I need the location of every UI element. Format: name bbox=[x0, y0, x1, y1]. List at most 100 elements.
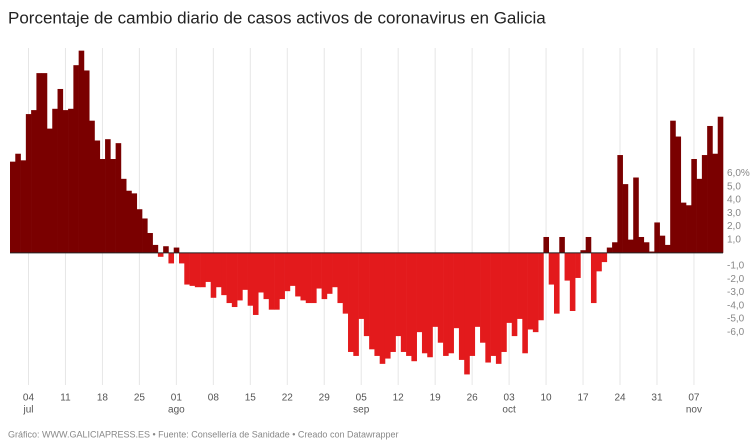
bar bbox=[194, 252, 201, 288]
bar bbox=[664, 244, 671, 253]
bar bbox=[686, 205, 692, 253]
bar bbox=[643, 242, 650, 253]
bar bbox=[506, 252, 513, 323]
bar bbox=[10, 161, 16, 253]
bar bbox=[62, 110, 69, 253]
bar bbox=[421, 252, 428, 354]
bar bbox=[416, 252, 423, 333]
bar bbox=[326, 252, 333, 294]
y-tick-label: -4,0 bbox=[727, 300, 745, 311]
bar bbox=[157, 252, 164, 257]
bar bbox=[400, 252, 407, 352]
bar bbox=[173, 247, 180, 253]
bar bbox=[83, 70, 90, 253]
bar bbox=[332, 252, 338, 288]
x-tick-label: 24 bbox=[614, 393, 626, 404]
bar bbox=[617, 155, 623, 253]
bar bbox=[379, 252, 386, 364]
bar bbox=[99, 159, 106, 253]
y-tick-label: 4,0 bbox=[727, 195, 741, 206]
x-tick-label: 17 bbox=[577, 393, 589, 404]
bar bbox=[384, 252, 391, 359]
bar bbox=[680, 202, 687, 253]
bar bbox=[369, 252, 375, 350]
bar bbox=[300, 252, 307, 301]
bar bbox=[36, 73, 42, 253]
bar bbox=[485, 252, 491, 363]
bar bbox=[464, 252, 470, 375]
bar bbox=[126, 190, 132, 253]
bar bbox=[596, 252, 602, 272]
bar bbox=[263, 252, 270, 300]
bar bbox=[163, 246, 169, 253]
bar bbox=[289, 252, 296, 286]
bar bbox=[675, 136, 682, 253]
bar bbox=[200, 252, 206, 288]
bar bbox=[622, 184, 629, 253]
bar bbox=[247, 252, 254, 306]
y-tick-label: 3,0 bbox=[727, 208, 741, 219]
bar bbox=[110, 159, 116, 253]
bar bbox=[411, 252, 417, 362]
bar bbox=[559, 236, 565, 253]
bar bbox=[601, 252, 608, 263]
bar bbox=[437, 252, 444, 343]
x-tick-label: 01 bbox=[171, 393, 183, 404]
y-tick-label: -5,0 bbox=[727, 314, 745, 325]
x-month-label: sep bbox=[353, 405, 370, 416]
y-tick-label: 1,0 bbox=[727, 234, 741, 245]
bar bbox=[15, 153, 21, 253]
bar bbox=[712, 153, 719, 253]
y-tick-label: 2,0 bbox=[727, 221, 741, 232]
bar bbox=[696, 178, 703, 253]
bar bbox=[284, 252, 291, 292]
bar bbox=[142, 218, 148, 253]
bar bbox=[115, 143, 122, 253]
bar bbox=[231, 252, 238, 308]
bar bbox=[363, 252, 370, 337]
x-tick-label: 05 bbox=[356, 393, 368, 404]
bar bbox=[94, 140, 101, 253]
bar bbox=[612, 242, 618, 253]
x-month-label: nov bbox=[686, 405, 702, 416]
bar bbox=[305, 252, 312, 304]
x-tick-label: 29 bbox=[319, 393, 331, 404]
bar bbox=[184, 252, 190, 285]
bar bbox=[701, 155, 708, 253]
bar bbox=[41, 73, 48, 253]
bar bbox=[490, 252, 497, 356]
y-tick-label: -3,0 bbox=[727, 287, 745, 298]
bar bbox=[538, 252, 544, 321]
bar bbox=[427, 252, 433, 358]
x-tick-label: 31 bbox=[651, 393, 663, 404]
bar bbox=[268, 252, 275, 310]
bar bbox=[353, 252, 359, 356]
bar bbox=[569, 252, 576, 311]
bar bbox=[68, 108, 74, 253]
x-tick-label: 10 bbox=[541, 393, 553, 404]
footer: Gráfico: WWW.GALICIAPRESS.ES • Fuente: C… bbox=[8, 429, 398, 439]
bar bbox=[474, 252, 481, 327]
bar bbox=[390, 252, 396, 352]
bar bbox=[131, 193, 138, 253]
bar bbox=[210, 252, 217, 298]
x-tick-label: 19 bbox=[430, 393, 442, 404]
bar bbox=[73, 65, 79, 253]
x-month-label: ago bbox=[168, 405, 185, 416]
bar bbox=[443, 252, 449, 356]
y-tick-label: -6,0 bbox=[727, 327, 745, 338]
x-tick-label: 04 bbox=[23, 393, 35, 404]
bar bbox=[638, 236, 645, 253]
bar bbox=[564, 252, 571, 281]
chart-title: Porcentaje de cambio diario de casos act… bbox=[8, 8, 546, 27]
bar bbox=[20, 160, 27, 253]
bar bbox=[580, 250, 586, 253]
bar bbox=[31, 110, 37, 253]
bar bbox=[120, 178, 127, 253]
y-tick-label: 6,0% bbox=[727, 168, 750, 179]
bar bbox=[707, 125, 713, 253]
bar bbox=[215, 252, 222, 288]
bar bbox=[501, 252, 507, 352]
x-tick-label: 18 bbox=[97, 393, 109, 404]
bar bbox=[532, 252, 539, 333]
